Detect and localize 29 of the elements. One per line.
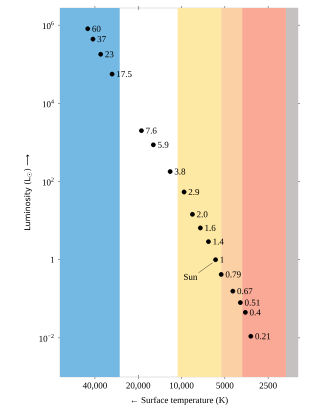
x-tick-label: 10,000 xyxy=(170,382,194,390)
y-tick-label: 10$^{6}$ xyxy=(42,21,54,30)
x-tick-label: 40,000 xyxy=(82,382,107,390)
annotation: 3.8 xyxy=(174,168,186,175)
annotation: 37 xyxy=(98,36,106,42)
annotation: 0.51 xyxy=(244,300,260,306)
annotation: 1.6 xyxy=(205,224,216,231)
annotation: 60 xyxy=(92,26,101,32)
annotation: 0.21 xyxy=(255,333,270,340)
y-tick-label: 10$^{4}$ xyxy=(42,99,54,108)
annotation: 0.67 xyxy=(237,288,252,294)
annotation: 23 xyxy=(105,51,114,58)
annotation: 2.9 xyxy=(188,188,200,196)
x-tick-label: 5000 xyxy=(216,382,234,389)
annotation: 1 xyxy=(220,256,224,263)
annotation: 7.6 xyxy=(146,128,157,134)
x-tick-label: 2500 xyxy=(260,382,277,389)
annotation: 0.4 xyxy=(250,309,261,316)
x-axis-title: ← Surface temperature (K) xyxy=(132,396,228,405)
x-tick-label: 20,000 xyxy=(126,382,150,390)
annotation: 0.79 xyxy=(226,271,241,278)
y-tick-label: 10$^{−2}$ xyxy=(39,334,54,342)
y-tick-label: 1 xyxy=(50,256,54,263)
annotation: 2.0 xyxy=(197,211,208,218)
y-tick-label: 10$^{2}$ xyxy=(42,178,54,186)
annotation: 5.9 xyxy=(158,142,168,148)
annotation: 17.5 xyxy=(117,71,132,78)
annotation: 1.4 xyxy=(213,238,224,245)
annotation: Sun xyxy=(184,274,198,280)
